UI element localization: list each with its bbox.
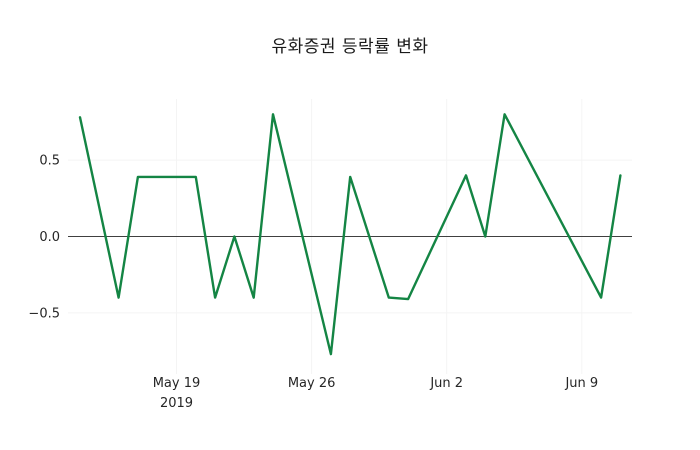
series-line [78,113,622,356]
chart-title: 유화증권 등락률 변화 [271,37,429,57]
x-tick-label: Jun 2 [429,376,463,391]
y-tick-label: 0.0 [39,230,60,245]
x-tick-label: May 19 [153,376,201,391]
y-tick-label: −0.5 [28,306,60,321]
x-tick-sublabel: 2019 [160,396,193,411]
x-tick-label: May 26 [288,376,336,391]
y-tick-label: 0.5 [39,154,60,169]
x-tick-label: Jun 9 [564,376,598,391]
